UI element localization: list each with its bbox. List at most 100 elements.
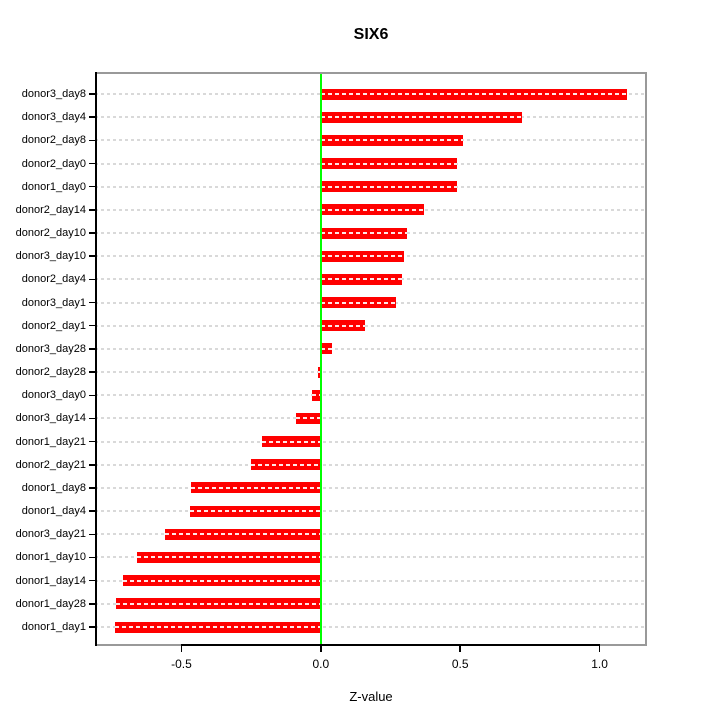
y-axis-label: donor1_day8 [21, 481, 86, 494]
bar-center-dash [320, 185, 458, 188]
y-axis-tick [89, 579, 95, 582]
bar-donor1_day0 [320, 181, 458, 193]
y-axis-line [95, 72, 97, 646]
bar-center-dash [312, 394, 321, 397]
y-axis-label: donor3_day0 [21, 389, 86, 402]
y-axis-tick [89, 626, 95, 628]
x-axis-tick-label: 1.0 [591, 657, 608, 671]
bar-donor3_day14 [295, 412, 321, 424]
row-gridline [95, 324, 647, 327]
y-axis-tick [89, 371, 95, 373]
y-axis-label: donor3_day28 [15, 342, 86, 355]
bar-donor3_day1 [320, 297, 397, 309]
bar-center-dash [262, 440, 321, 443]
y-axis-tick [89, 209, 95, 211]
y-axis-label: donor2_day8 [21, 134, 86, 147]
y-axis-label: donor3_day8 [21, 88, 86, 100]
x-axis-title: Z-value [349, 689, 393, 704]
bar-donor2_day0 [320, 158, 458, 170]
y-axis-label: donor3_day10 [15, 250, 86, 263]
bar-donor1_day28 [115, 598, 321, 610]
y-axis-tick [89, 255, 95, 257]
row-gridline [95, 486, 647, 489]
y-axis-tick [89, 93, 95, 95]
bar-donor3_day0 [312, 389, 321, 401]
plot-area [95, 72, 647, 646]
bar-donor3_day28 [320, 343, 332, 355]
y-axis-tick [89, 603, 95, 605]
y-axis-tick [89, 510, 95, 512]
x-axis-tick [459, 646, 461, 652]
bar-center-dash [320, 139, 463, 142]
bar-center-dash [320, 208, 424, 211]
bar-donor3_day10 [320, 250, 405, 262]
y-axis-tick [89, 417, 95, 420]
bar-donor1_day8 [191, 482, 321, 494]
x-axis-tick [598, 646, 601, 652]
chart-title: SIX6 [353, 26, 389, 43]
bar-donor1_day4 [189, 505, 321, 517]
y-axis-label: donor1_day21 [15, 435, 86, 448]
x-axis-tick [180, 646, 183, 652]
x-axis-tick-label: -0.5 [171, 657, 192, 671]
bar-center-dash [320, 278, 402, 281]
y-axis-label: donor1_day4 [21, 505, 86, 518]
y-axis-tick [89, 487, 95, 489]
y-axis-label: donor2_day1 [21, 319, 86, 332]
row-gridline [95, 556, 647, 559]
x-axis-tick-label: 0.5 [451, 657, 469, 671]
row-gridline [95, 394, 647, 397]
bar-center-dash [114, 626, 321, 628]
bar-donor3_day4 [320, 111, 522, 123]
bar-donor3_day8 [320, 88, 628, 100]
y-axis-label: donor2_day14 [15, 203, 86, 216]
row-gridline [95, 533, 647, 536]
y-axis-label: donor2_day0 [21, 157, 86, 170]
y-axis-label: donor3_day4 [21, 111, 86, 124]
y-axis-tick [89, 533, 95, 536]
row-gridline [95, 417, 647, 420]
row-gridline [95, 626, 647, 628]
y-axis-tick [89, 464, 95, 466]
bar-donor3_day21 [164, 528, 321, 540]
y-axis-label: donor1_day0 [21, 180, 86, 193]
y-axis-label: donor3_day14 [15, 412, 86, 425]
x-axis-tick-label: 0.0 [312, 657, 330, 671]
y-axis-tick [89, 278, 95, 281]
bar-center-dash [320, 162, 458, 165]
bar-donor2_day4 [320, 273, 402, 285]
y-axis-tick [89, 139, 95, 142]
zero-reference-line [319, 72, 322, 646]
row-gridline [95, 371, 647, 374]
bar-donor1_day1 [114, 621, 321, 633]
bar-center-dash [320, 255, 405, 258]
bar-donor2_day8 [320, 134, 463, 146]
bar-center-dash [189, 510, 321, 513]
row-gridline [95, 440, 647, 443]
bar-donor2_day1 [320, 320, 366, 332]
y-axis-tick [89, 162, 95, 165]
y-axis-label: donor2_day10 [15, 227, 86, 240]
y-axis-label: donor1_day14 [15, 574, 86, 587]
y-axis-label: donor1_day28 [15, 597, 86, 610]
x-axis-tick [320, 646, 322, 652]
row-gridline [95, 510, 647, 513]
bar-donor1_day10 [136, 551, 321, 563]
bar-center-dash [164, 533, 321, 536]
y-axis-label: donor3_day21 [15, 528, 86, 541]
bar-center-dash [320, 301, 397, 304]
row-gridline [95, 347, 647, 350]
y-axis-label: donor2_day21 [15, 458, 86, 471]
y-axis-tick [89, 324, 95, 327]
bar-center-dash [320, 324, 366, 327]
y-axis-tick [89, 348, 95, 350]
bar-center-dash [320, 232, 408, 235]
y-axis-tick [89, 440, 95, 443]
bar-center-dash [251, 463, 321, 466]
y-axis-label: donor2_day4 [21, 273, 86, 286]
bar-donor2_day10 [320, 227, 408, 239]
bar-donor2_day21 [251, 459, 321, 471]
y-axis-tick [89, 301, 95, 304]
bar-donor1_day21 [262, 436, 321, 448]
